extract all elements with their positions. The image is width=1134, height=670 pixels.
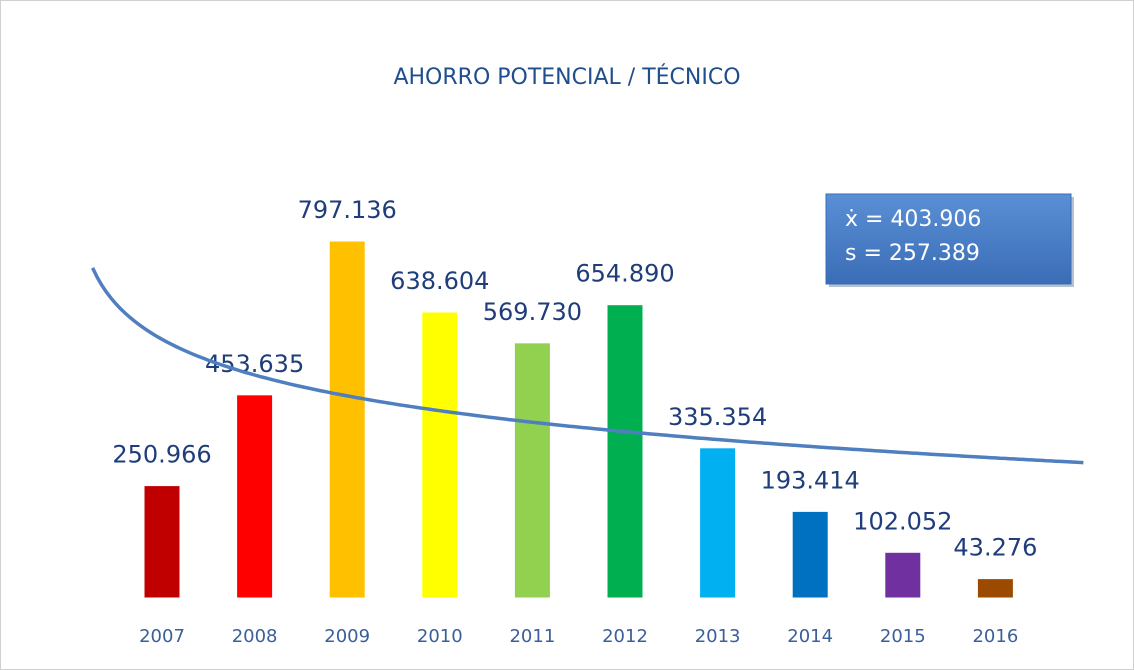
value-label: 654.890 — [575, 260, 674, 288]
trendline — [91, 267, 1084, 465]
x-tick-label: 2008 — [232, 626, 278, 647]
x-tick-label: 2012 — [602, 626, 648, 647]
bar — [884, 551, 922, 599]
x-tick-label: 2007 — [139, 626, 185, 647]
value-label: 797.136 — [298, 196, 397, 224]
bar — [421, 311, 459, 599]
bar — [606, 304, 644, 599]
annotation: s = 257.389 — [845, 241, 980, 266]
bar — [791, 510, 829, 599]
bar — [236, 394, 274, 599]
annotation: ẋ = 403.906 — [845, 207, 981, 232]
x-tick-label: 2014 — [787, 626, 833, 647]
stats-box — [825, 193, 1072, 285]
value-label: 193.414 — [761, 466, 860, 494]
bar — [143, 485, 181, 599]
bar — [699, 447, 737, 599]
value-label: 102.052 — [853, 507, 952, 535]
x-tick-label: 2010 — [417, 626, 463, 647]
value-label: 43.276 — [953, 534, 1037, 562]
value-label: 335.354 — [668, 403, 767, 431]
value-label: 638.604 — [390, 267, 489, 295]
bar — [328, 240, 366, 599]
bar — [513, 342, 551, 599]
x-tick-label: 2011 — [509, 626, 555, 647]
bar — [976, 578, 1014, 599]
value-label: 250.966 — [112, 441, 211, 469]
x-tick-label: 2013 — [695, 626, 741, 647]
value-label: 569.730 — [483, 298, 582, 326]
chart-title: AHORRO POTENCIAL / TÉCNICO — [393, 64, 740, 90]
x-tick-label: 2015 — [880, 626, 926, 647]
x-tick-label: 2009 — [324, 626, 370, 647]
x-tick-label: 2016 — [972, 626, 1018, 647]
